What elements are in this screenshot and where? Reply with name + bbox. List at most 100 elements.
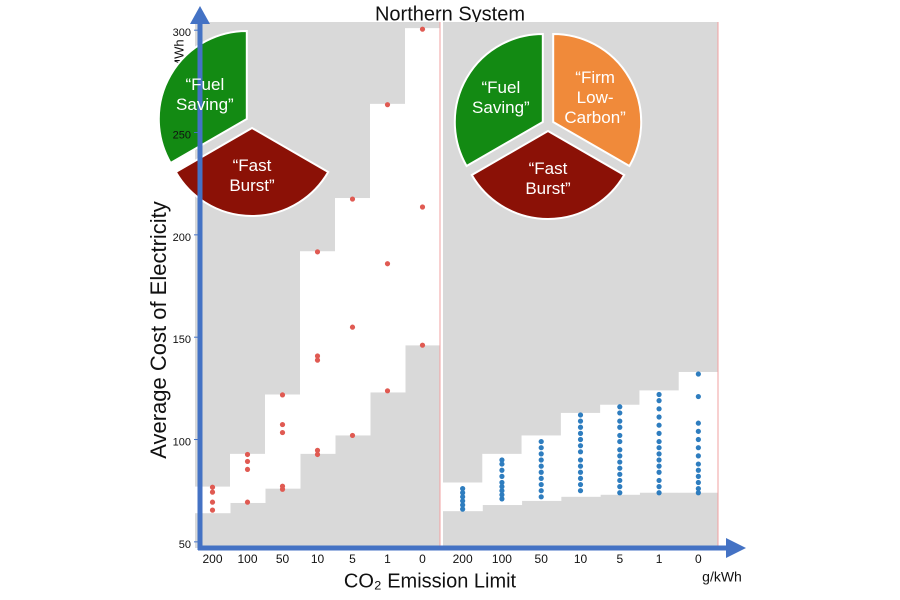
data-point bbox=[656, 438, 662, 445]
data-point bbox=[538, 475, 544, 482]
pie-label: “Firm Low-Carbon” bbox=[564, 67, 626, 127]
y-axis-label: Average Cost of Electricity bbox=[146, 201, 171, 459]
data-point bbox=[617, 490, 623, 496]
data-point bbox=[617, 438, 623, 445]
data-point bbox=[577, 457, 584, 463]
pie-slice bbox=[174, 126, 330, 217]
data-point bbox=[244, 466, 251, 473]
data-point bbox=[577, 488, 584, 494]
data-point bbox=[617, 477, 623, 484]
data-point bbox=[499, 479, 505, 486]
data-point bbox=[695, 371, 701, 377]
data-point bbox=[279, 486, 286, 492]
data-point bbox=[695, 436, 701, 443]
data-point bbox=[617, 447, 623, 453]
data-point bbox=[577, 449, 584, 455]
x-tick-label: 100 bbox=[237, 552, 257, 566]
data-point bbox=[656, 430, 662, 436]
data-point bbox=[617, 404, 623, 410]
chart-title: Northern System bbox=[375, 3, 525, 25]
data-point bbox=[499, 488, 505, 494]
data-point bbox=[499, 483, 505, 490]
data-point bbox=[695, 445, 701, 451]
data-point bbox=[384, 261, 391, 267]
data-point bbox=[460, 502, 466, 508]
data-point bbox=[538, 438, 544, 445]
y-tick-label: 50 bbox=[179, 539, 191, 551]
data-point bbox=[538, 445, 544, 451]
data-point bbox=[695, 467, 701, 473]
y-axis-arrow bbox=[190, 6, 210, 24]
x-tick-label: 0 bbox=[419, 552, 426, 566]
data-point bbox=[577, 481, 584, 488]
x-tick-label: 5 bbox=[349, 552, 356, 566]
range-band bbox=[405, 28, 441, 346]
data-point bbox=[656, 406, 662, 412]
data-point bbox=[577, 412, 584, 418]
data-point bbox=[349, 432, 356, 439]
pie-label: “Fast Burst” bbox=[229, 156, 275, 196]
data-point bbox=[209, 484, 216, 490]
data-point bbox=[419, 26, 426, 32]
data-point bbox=[314, 451, 321, 458]
x-tick-label: 1 bbox=[656, 552, 663, 566]
data-point bbox=[538, 488, 544, 494]
data-point bbox=[384, 102, 391, 108]
data-point bbox=[617, 483, 623, 490]
data-point bbox=[577, 463, 584, 469]
data-point bbox=[538, 463, 544, 469]
data-point bbox=[617, 465, 623, 471]
x-axis-arrow bbox=[726, 538, 746, 558]
range-band bbox=[300, 251, 336, 454]
x-tick-label: 0 bbox=[695, 552, 702, 566]
data-point bbox=[617, 418, 623, 424]
data-point bbox=[617, 424, 623, 430]
data-point bbox=[314, 249, 321, 255]
x-tick-label: 200 bbox=[453, 552, 473, 566]
x-tick-label: 200 bbox=[202, 552, 222, 566]
data-point bbox=[656, 414, 662, 420]
data-point bbox=[499, 496, 505, 502]
data-point bbox=[349, 196, 356, 202]
data-point bbox=[314, 447, 321, 453]
data-point bbox=[244, 499, 251, 505]
data-point bbox=[656, 469, 662, 475]
data-point bbox=[209, 507, 216, 513]
data-point bbox=[538, 494, 544, 500]
data-point bbox=[695, 490, 701, 496]
data-point bbox=[499, 461, 505, 467]
data-point bbox=[577, 436, 584, 443]
y-tick-label: 150 bbox=[173, 334, 191, 346]
data-point bbox=[244, 451, 251, 458]
y-tick-label: 300 bbox=[173, 27, 191, 39]
pie-label: “Fuel Saving” bbox=[472, 77, 530, 117]
pie-slice bbox=[470, 129, 626, 220]
data-point bbox=[577, 469, 584, 475]
x-tick-label: 1 bbox=[384, 552, 391, 566]
data-point bbox=[656, 391, 662, 398]
y-tick-label: 250 bbox=[173, 129, 191, 141]
data-point bbox=[695, 420, 701, 426]
data-point bbox=[577, 430, 584, 436]
data-point bbox=[656, 457, 662, 463]
data-point bbox=[617, 459, 623, 465]
y-tick-label: 100 bbox=[173, 436, 191, 448]
data-point bbox=[460, 506, 466, 512]
range-band bbox=[370, 103, 406, 393]
data-point bbox=[656, 463, 662, 469]
pie-slice bbox=[453, 32, 544, 168]
data-point bbox=[499, 457, 505, 463]
data-point bbox=[538, 451, 544, 457]
data-point bbox=[419, 204, 426, 210]
data-point bbox=[695, 428, 701, 434]
pie-label: “Fast Burst” bbox=[525, 159, 571, 199]
data-point bbox=[538, 457, 544, 463]
x-tick-label: 10 bbox=[311, 552, 325, 566]
data-point bbox=[695, 486, 701, 492]
pie-slice bbox=[552, 32, 643, 168]
data-point bbox=[695, 479, 701, 486]
data-point bbox=[695, 453, 701, 459]
x-tick-label: 50 bbox=[535, 552, 549, 566]
data-point bbox=[244, 458, 251, 465]
